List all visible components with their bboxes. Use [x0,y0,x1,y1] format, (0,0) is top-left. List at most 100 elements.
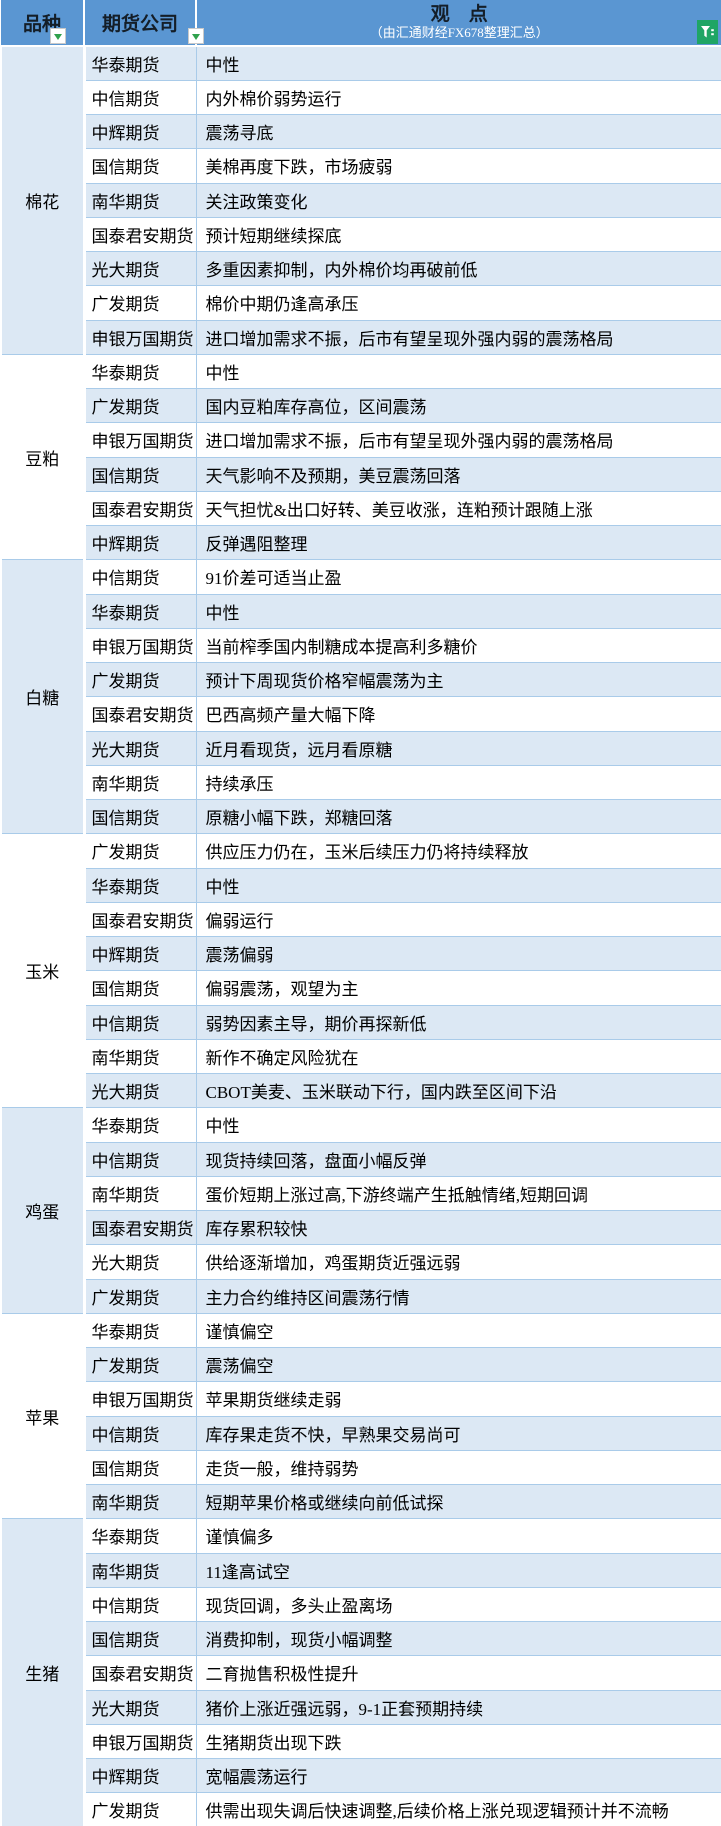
opinion-cell[interactable]: 二育抛售积极性提升 [195,1655,721,1691]
opinion-filter-button[interactable] [696,20,718,44]
opinion-cell[interactable]: 主力合约维持区间震荡行情 [195,1278,721,1314]
opinion-cell[interactable]: 供给逐渐增加，鸡蛋期货近强远弱 [195,1244,721,1280]
variety-cell[interactable]: 鸡蛋 [0,1107,86,1314]
opinion-cell[interactable]: 反弹遇阻整理 [195,524,721,561]
opinion-cell[interactable]: 偏弱运行 [195,901,721,938]
company-cell[interactable]: 申银万国期货 [83,1381,197,1417]
header-cell-variety[interactable]: 品种 [1,0,85,47]
opinion-cell[interactable]: 供需出现失调后快速调整,后续价格上涨兑现逻辑预计并不流畅 [195,1792,721,1826]
company-filter-button[interactable] [188,28,204,44]
opinion-cell[interactable]: 库存累积较快 [195,1209,721,1246]
opinion-cell[interactable]: 当前榨季国内制糖成本提高利多糖价 [195,627,721,664]
opinion-cell[interactable]: 中性 [195,1107,721,1143]
variety-cell[interactable]: 豆粕 [0,353,86,561]
company-cell[interactable]: 南华期货 [83,1175,197,1212]
company-cell[interactable]: 华泰期货 [83,1518,197,1554]
company-cell[interactable]: 南华期货 [83,1483,197,1520]
opinion-cell[interactable]: 内外棉价弱势运行 [195,79,721,116]
company-cell[interactable]: 中信期货 [83,559,197,595]
variety-cell[interactable]: 生猪 [0,1518,86,1826]
company-cell[interactable]: 华泰期货 [83,1107,197,1143]
company-cell[interactable]: 南华期货 [83,182,197,218]
company-cell[interactable]: 国信期货 [83,1620,197,1657]
variety-cell[interactable]: 白糖 [0,559,86,835]
company-cell[interactable]: 中信期货 [83,1004,197,1040]
opinion-cell[interactable]: 11逢高试空 [195,1552,721,1588]
opinion-cell[interactable]: 弱势因素主导，期价再探新低 [195,1004,721,1040]
company-cell[interactable]: 国泰君安期货 [83,490,197,527]
opinion-cell[interactable]: 中性 [195,593,721,629]
opinion-cell[interactable]: 震荡偏弱 [195,935,721,972]
company-cell[interactable]: 广发期货 [83,1792,197,1826]
opinion-cell[interactable]: 新作不确定风险犹在 [195,1038,721,1075]
company-cell[interactable]: 广发期货 [83,285,197,321]
company-cell[interactable]: 国泰君安期货 [83,216,197,253]
company-cell[interactable]: 华泰期货 [83,867,197,903]
company-cell[interactable]: 中信期货 [83,1141,197,1177]
company-cell[interactable]: 中信期货 [83,79,197,116]
company-cell[interactable]: 广发期货 [83,1346,197,1383]
opinion-cell[interactable]: 美棉再度下跌，市场疲弱 [195,148,721,184]
company-cell[interactable]: 南华期货 [83,1038,197,1075]
company-cell[interactable]: 广发期货 [83,833,197,869]
opinion-cell[interactable]: 天气影响不及预期，美豆震荡回落 [195,456,721,492]
opinion-cell[interactable]: 天气担忧&出口好转、美豆收涨，连粕预计跟随上涨 [195,490,721,527]
company-cell[interactable]: 中信期货 [83,1415,197,1451]
opinion-cell[interactable]: 多重因素抑制，内外棉价均再破前低 [195,250,721,287]
opinion-cell[interactable]: 进口增加需求不振，后市有望呈现外强内弱的震荡格局 [195,422,721,458]
company-cell[interactable]: 国信期货 [83,148,197,184]
opinion-cell[interactable]: 国内豆粕库存高位，区间震荡 [195,387,721,424]
opinion-cell[interactable]: 近月看现货，远月看原糖 [195,730,721,766]
company-cell[interactable]: 国泰君安期货 [83,696,197,732]
opinion-cell[interactable]: 巴西高频产量大幅下降 [195,696,721,732]
opinion-cell[interactable]: 猪价上涨近强远弱，9-1正套预期持续 [195,1689,721,1725]
company-cell[interactable]: 光大期货 [83,1244,197,1280]
opinion-cell[interactable]: 生猪期货出现下跌 [195,1723,721,1760]
company-cell[interactable]: 国泰君安期货 [83,1209,197,1246]
company-cell[interactable]: 申银万国期货 [83,1723,197,1760]
company-cell[interactable]: 光大期货 [83,1072,197,1109]
company-cell[interactable]: 国信期货 [83,456,197,492]
company-cell[interactable]: 国信期货 [83,798,197,835]
header-cell-company[interactable]: 期货公司 [84,0,204,47]
opinion-cell[interactable]: 宽幅震荡运行 [195,1757,721,1794]
variety-cell[interactable]: 玉米 [0,833,86,1109]
company-cell[interactable]: 华泰期货 [83,593,197,629]
company-cell[interactable]: 广发期货 [83,387,197,424]
opinion-cell[interactable]: 消费抑制，现货小幅调整 [195,1620,721,1657]
company-cell[interactable]: 中辉期货 [83,524,197,561]
company-cell[interactable]: 中辉期货 [83,1757,197,1794]
opinion-cell[interactable]: 走货一般，维持弱势 [195,1449,721,1486]
opinion-cell[interactable]: 现货回调，多头止盈离场 [195,1586,721,1623]
opinion-cell[interactable]: 预计下周现货价格窄幅震荡为主 [195,661,721,698]
opinion-cell[interactable]: 棉价中期仍逢高承压 [195,285,721,321]
company-cell[interactable]: 南华期货 [83,1552,197,1588]
opinion-cell[interactable]: 关注政策变化 [195,182,721,218]
company-cell[interactable]: 华泰期货 [83,45,197,81]
opinion-cell[interactable]: 震荡偏空 [195,1346,721,1383]
company-cell[interactable]: 华泰期货 [83,353,197,390]
company-cell[interactable]: 申银万国期货 [83,627,197,664]
company-cell[interactable]: 华泰期货 [83,1312,197,1349]
variety-cell[interactable]: 苹果 [0,1312,86,1520]
opinion-cell[interactable]: 蛋价短期上涨过高,下游终端产生抵触情绪,短期回调 [195,1175,721,1212]
opinion-cell[interactable]: 中性 [195,45,721,81]
opinion-cell[interactable]: 原糖小幅下跌，郑糖回落 [195,798,721,835]
company-cell[interactable]: 光大期货 [83,1689,197,1725]
company-cell[interactable]: 申银万国期货 [83,422,197,458]
company-cell[interactable]: 广发期货 [83,661,197,698]
header-cell-opinion[interactable]: 观 点 （由汇通财经FX678整理汇总） [196,0,721,47]
company-cell[interactable]: 光大期货 [83,730,197,766]
opinion-cell[interactable]: 谨慎偏空 [195,1312,721,1349]
opinion-cell[interactable]: 中性 [195,353,721,390]
opinion-cell[interactable]: 苹果期货继续走弱 [195,1381,721,1417]
company-cell[interactable]: 南华期货 [83,764,197,801]
variety-cell[interactable]: 棉花 [0,45,86,355]
opinion-cell[interactable]: 偏弱震荡，观望为主 [195,970,721,1006]
company-cell[interactable]: 中辉期货 [83,113,197,150]
opinion-cell[interactable]: 91价差可适当止盈 [195,559,721,595]
company-cell[interactable]: 申银万国期货 [83,319,197,355]
company-cell[interactable]: 国信期货 [83,970,197,1006]
company-cell[interactable]: 中辉期货 [83,935,197,972]
company-cell[interactable]: 广发期货 [83,1278,197,1314]
